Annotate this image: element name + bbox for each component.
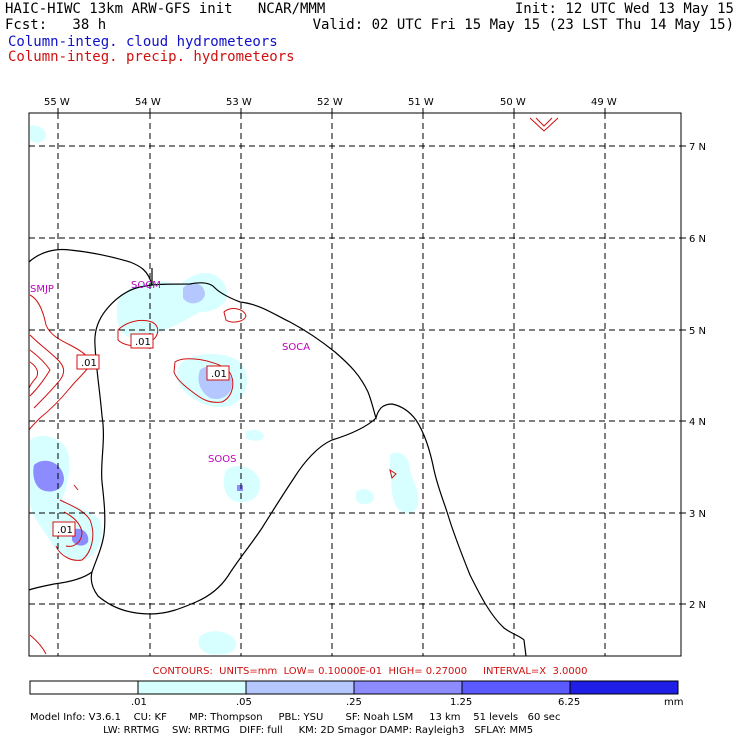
colorbar: .01 .05 .25 1.25 6.25 mm — [29, 680, 683, 708]
map-panel: 55 W 54 W 53 W 52 W 51 W 50 W 49 W 7 N 6… — [28, 97, 706, 657]
lon-label-51w: 51 W — [408, 97, 434, 108]
forecast-hour: Fcst: 38 h — [5, 17, 107, 33]
lat-label-7n: 7 N — [689, 142, 706, 153]
init-time: Init: 12 UTC Wed 13 May 15 — [514, 1, 734, 17]
colorbar-label: 6.25 — [558, 697, 580, 708]
colorbar-bin-5 — [461, 680, 571, 695]
lat-label-3n: 3 N — [689, 509, 706, 520]
colorbar-bin-2 — [137, 680, 247, 695]
colorbar-label: .25 — [346, 697, 362, 708]
colorbar-bin-6 — [569, 680, 679, 695]
colorbar-label: .05 — [236, 697, 252, 708]
legend-cloud: Column-integ. cloud hydrometeors — [8, 34, 278, 50]
lon-label-52w: 52 W — [317, 97, 343, 108]
axis-ticks — [57, 108, 686, 605]
lon-label-55w: 55 W — [44, 97, 70, 108]
colorbar-units: mm — [664, 697, 683, 708]
contour-label: .01 — [211, 369, 227, 380]
valid-time: Valid: 02 UTC Fri 15 May 15 (23 LST Thu … — [312, 17, 734, 33]
colorbar-bin-1 — [29, 680, 139, 695]
lon-label-49w: 49 W — [591, 97, 617, 108]
contour-label: .01 — [81, 358, 97, 369]
colorbar-label: .01 — [131, 697, 147, 708]
plot-title: HAIC-HIWC 13km ARW-GFS init NCAR/MMM — [5, 1, 326, 17]
region-label-socm: SOCM — [131, 280, 161, 291]
contour-label: .01 — [57, 525, 73, 536]
lon-label-54w: 54 W — [135, 97, 161, 108]
colorbar-bin-3 — [245, 680, 355, 695]
region-label-smjp: SMJP — [30, 284, 54, 295]
colorbar-bin-4 — [353, 680, 463, 695]
model-info-line2: LW: RRTMG SW: RRTMG DIFF: full KM: 2D Sm… — [30, 725, 534, 736]
lat-label-5n: 5 N — [689, 326, 706, 337]
lat-label-2n: 2 N — [689, 600, 706, 611]
contours-info: CONTOURS: UNITS=mm LOW= 0.10000E-01 HIGH… — [152, 666, 588, 677]
contour-label: .01 — [135, 337, 151, 348]
region-label-soca: SOCA — [282, 342, 310, 353]
coastline — [28, 248, 527, 657]
contour-value-labels: .01 .01 .01 .01 — [52, 333, 230, 537]
graticule — [29, 113, 681, 656]
lat-label-6n: 6 N — [689, 234, 706, 245]
lon-label-53w: 53 W — [226, 97, 252, 108]
region-label-soos: SOOS — [208, 454, 236, 465]
model-info-line1: Model Info: V3.6.1 CU: KF MP: Thompson P… — [30, 712, 561, 723]
lat-label-4n: 4 N — [689, 417, 706, 428]
legend-precip: Column-integ. precip. hydrometeors — [8, 49, 295, 65]
colorbar-label: 1.25 — [450, 697, 472, 708]
lon-label-50w: 50 W — [500, 97, 526, 108]
